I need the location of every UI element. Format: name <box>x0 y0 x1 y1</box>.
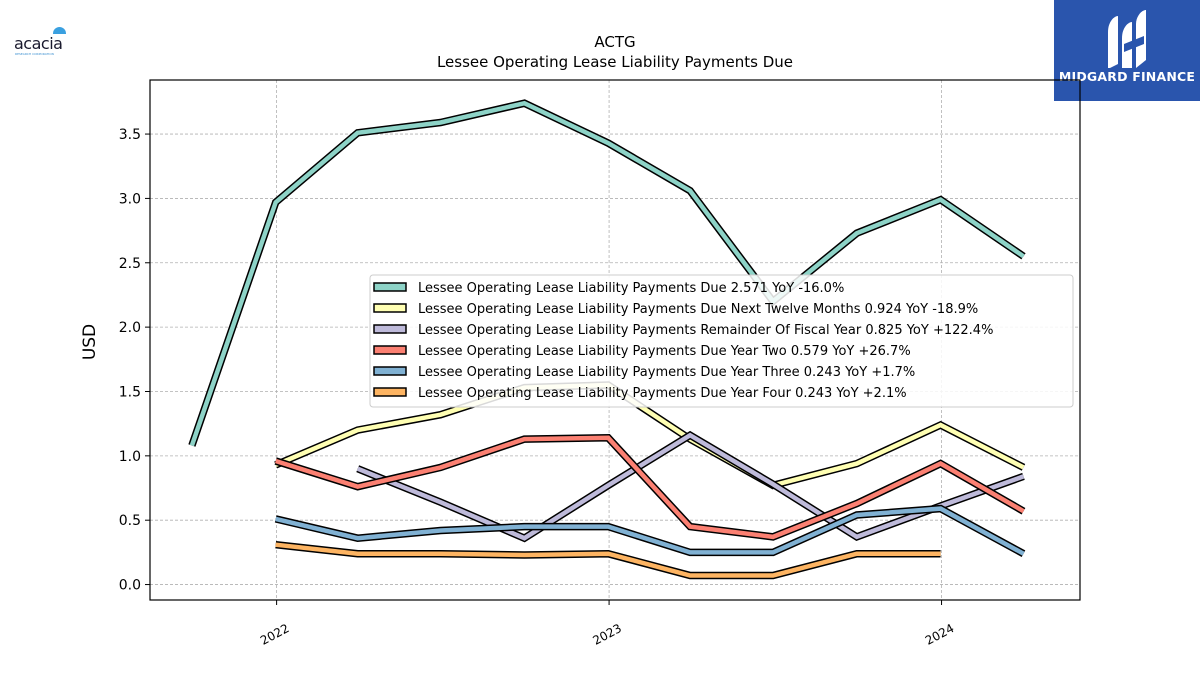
midgard-emblem-icon <box>1108 10 1146 68</box>
legend-label: Lessee Operating Lease Liability Payment… <box>418 365 915 380</box>
x-tick-label: 2024 <box>923 621 957 648</box>
legend-label: Lessee Operating Lease Liability Payment… <box>418 323 993 338</box>
chart-subtitle: Lessee Operating Lease Liability Payment… <box>437 53 793 71</box>
chart-title: ACTG <box>594 33 635 51</box>
legend-swatch <box>373 387 407 397</box>
series-lines <box>188 99 1026 580</box>
legend-label: Lessee Operating Lease Liability Payment… <box>418 386 907 401</box>
x-tick-label: 2023 <box>590 621 624 648</box>
legend: Lessee Operating Lease Liability Payment… <box>369 274 1074 408</box>
legend-label: Lessee Operating Lease Liability Payment… <box>418 302 978 317</box>
series-line <box>356 432 1025 541</box>
plot-frame <box>149 79 1081 601</box>
y-tick-label: 2.0 <box>119 320 141 336</box>
logo-arc-icon <box>53 27 66 34</box>
y-tick-label: 0.0 <box>119 578 141 594</box>
series-line <box>275 506 1025 556</box>
series-line <box>275 542 941 578</box>
y-tick-label: 2.5 <box>119 256 141 272</box>
y-tick-label: 3.0 <box>119 191 141 207</box>
midgard-finance-name: MIDGARD FINANCE <box>1058 69 1196 84</box>
x-tick-label: 2022 <box>258 621 292 648</box>
legend-swatch <box>373 366 407 376</box>
legend-box <box>369 274 1074 408</box>
legend-swatch <box>373 303 407 313</box>
legend-label: Lessee Operating Lease Liability Payment… <box>418 344 911 359</box>
legend-swatch <box>373 282 407 292</box>
series-line <box>189 100 1025 447</box>
acacia-logo-text: acacia <box>14 34 63 53</box>
series-line-outline <box>274 434 1026 541</box>
series-line <box>274 382 1025 488</box>
y-axis-label: USD <box>80 324 100 360</box>
axes: 0.0 0.5 1.0 1.5 2.0 2.5 3.0 3.5 2022 2023 2024 <box>119 127 957 648</box>
legend-label: Lessee Operating Lease Liability Payment… <box>418 281 844 296</box>
y-tick-label: 1.0 <box>119 449 141 465</box>
acacia-logo: acacia RESEARCH CORPORATION <box>14 26 78 56</box>
y-tick-label: 3.5 <box>119 127 141 143</box>
y-tick-label: 1.5 <box>119 384 141 400</box>
midgard-finance-logo: MIDGARD FINANCE <box>1054 0 1200 101</box>
legend-swatch <box>373 324 407 334</box>
y-tick-label: 0.5 <box>119 513 141 529</box>
legend-swatch <box>373 345 407 355</box>
series-line <box>275 435 1025 540</box>
acacia-logo-tagline: RESEARCH CORPORATION <box>15 52 54 56</box>
